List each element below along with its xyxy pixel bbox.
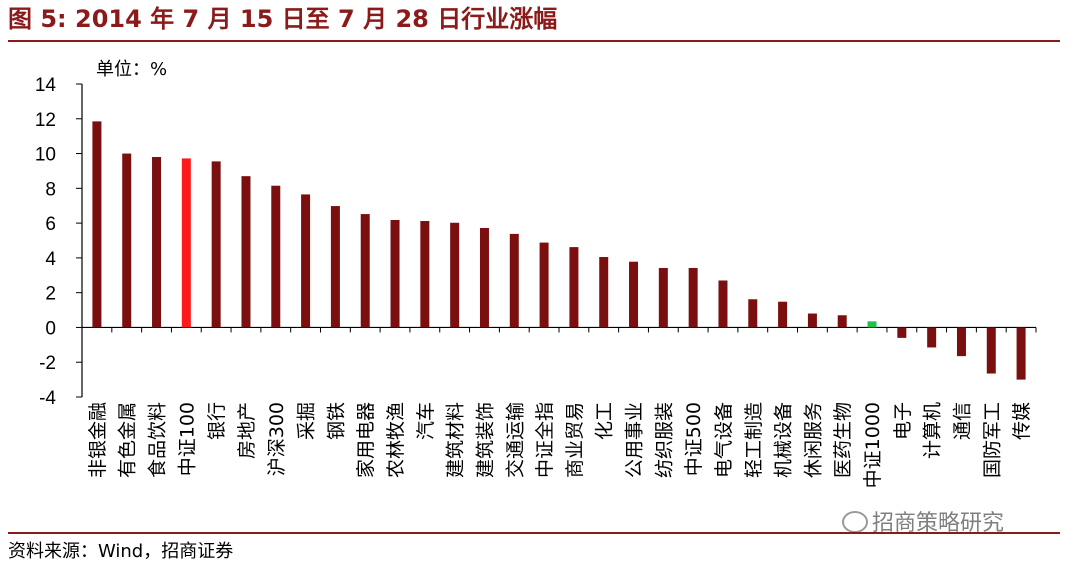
y-tick-label: 0 (45, 318, 56, 339)
category-label: 电气设备 (713, 402, 735, 478)
bar-建筑材料 (450, 222, 460, 328)
bar-轻工制造 (748, 299, 758, 328)
category-label: 农林牧渔 (385, 402, 407, 478)
category-label: 机械设备 (773, 402, 795, 478)
bar-机械设备 (778, 301, 788, 328)
bar-非银金融 (92, 121, 102, 328)
category-label: 中证500 (683, 402, 705, 476)
bar-化工 (599, 257, 609, 328)
y-tick-label: 2 (45, 284, 56, 305)
category-label: 电子 (892, 402, 914, 440)
title-divider (8, 40, 1060, 42)
bar-电气设备 (718, 280, 728, 328)
y-tick-label: 12 (35, 110, 56, 131)
watermark-text: 招商策略研究 (872, 511, 1005, 536)
y-tick-label: 4 (45, 249, 56, 270)
bar-电子 (897, 327, 907, 338)
category-label: 通信 (951, 402, 973, 440)
category-label: 医药生物 (832, 402, 854, 478)
category-label: 公用事业 (624, 402, 646, 478)
y-tick-label: 10 (35, 145, 56, 166)
category-label: 轻工制造 (743, 402, 765, 478)
bar-休闲服务 (807, 313, 817, 328)
category-label: 建筑装饰 (474, 402, 496, 478)
y-tick-label: -2 (39, 353, 56, 374)
category-label: 钢铁 (325, 402, 347, 440)
category-label: 传媒 (1011, 402, 1033, 440)
category-label: 商业贸易 (564, 402, 586, 478)
y-tick-label: 14 (35, 75, 57, 96)
chart-labels: -4 -2 0 2 4 6 8 10 12 14 单位：% 非银金融 有色金属 食品饮料 中证100 银行 房地… (35, 59, 1033, 488)
bar-汽车 (420, 221, 430, 328)
bar-食品饮料 (152, 157, 162, 328)
bar-纺织服装 (658, 267, 668, 328)
bar-通信 (956, 327, 966, 357)
bar-医药生物 (837, 315, 847, 328)
category-label: 采掘 (296, 402, 318, 440)
category-label: 非银金融 (87, 402, 109, 478)
source-note: 资料来源：Wind，招商证券 (8, 541, 234, 562)
bar-沪深300 (271, 185, 281, 328)
category-label: 有色金属 (117, 402, 139, 478)
bar-采掘 (301, 194, 311, 328)
wechat-icon (842, 511, 868, 533)
bar-chart: -4 -2 0 2 4 6 8 10 12 14 单位：% 非银金融 有色金属 食品饮料 中证100 银行 房地… (35, 59, 1037, 488)
bar-农林牧渔 (390, 219, 400, 328)
category-label: 化工 (594, 402, 616, 440)
category-label: 汽车 (415, 402, 437, 440)
chart-axes (76, 83, 1037, 398)
category-label: 中证100 (176, 402, 198, 476)
bar-中证1000 (867, 321, 877, 328)
category-label: 中证全指 (534, 402, 556, 478)
watermark: 招商策略研究 (842, 505, 1004, 537)
category-label: 食品饮料 (147, 402, 169, 478)
category-label: 休闲服务 (802, 402, 824, 478)
bar-传媒 (1016, 327, 1026, 380)
bar-有色金属 (122, 153, 132, 328)
category-label: 交通运输 (504, 402, 526, 478)
y-tick-label: 8 (45, 179, 56, 200)
bar-国防军工 (986, 327, 996, 374)
chart-bars (92, 121, 1026, 380)
bar-商业贸易 (569, 247, 579, 328)
bar-银行 (211, 161, 221, 328)
category-label: 中证1000 (862, 402, 884, 488)
y-tick-label: 6 (45, 214, 56, 235)
bar-钢铁 (330, 206, 340, 328)
category-label: 房地产 (236, 402, 258, 459)
bar-中证100 (181, 158, 191, 328)
bar-中证500 (688, 267, 698, 328)
source-divider (8, 532, 1060, 534)
category-label: 建筑材料 (445, 402, 467, 478)
bar-家用电器 (360, 214, 370, 328)
category-label: 银行 (206, 402, 228, 440)
unit-label: 单位：% (96, 59, 167, 80)
bar-交通运输 (509, 233, 519, 328)
category-label: 国防军工 (981, 402, 1003, 478)
bar-中证全指 (539, 242, 549, 328)
category-label: 计算机 (922, 402, 944, 459)
bar-建筑装饰 (479, 227, 489, 328)
category-label: 纺织服装 (653, 402, 675, 478)
figure-title: 图 5: 2014 年 7 月 15 日至 7 月 28 日行业涨幅 (8, 5, 558, 33)
bar-房地产 (241, 176, 251, 328)
bar-计算机 (927, 327, 937, 348)
y-tick-label: -4 (39, 388, 56, 409)
bar-公用事业 (629, 261, 639, 328)
category-label: 沪深300 (266, 402, 288, 476)
category-label: 家用电器 (355, 402, 377, 478)
